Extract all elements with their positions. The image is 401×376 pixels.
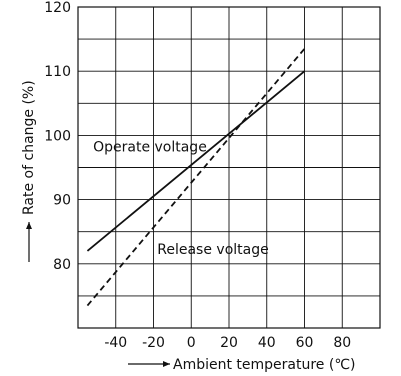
- series-line-operate-voltage: [86, 70, 306, 252]
- y-tick-label: 80: [53, 257, 71, 273]
- y-tick-label: 90: [53, 193, 71, 209]
- x-tick-label: 0: [187, 335, 196, 351]
- x-tick-labels: -40 -20 0 20 40 60 80: [104, 335, 351, 351]
- y-tick-label: 110: [44, 64, 71, 80]
- x-tick-label: -20: [142, 335, 165, 351]
- x-tick-label: 40: [258, 335, 276, 351]
- x-tick-label: 20: [220, 335, 238, 351]
- x-tick-label: 60: [296, 335, 314, 351]
- annotation-label: Operate voltage: [93, 139, 207, 155]
- annotation-label: Release voltage: [157, 242, 268, 258]
- series-line-release-voltage: [86, 48, 306, 307]
- plot-frame: [77, 6, 381, 329]
- y-tick-label: 100: [44, 128, 71, 144]
- annotation-layer: Operate voltage Release voltage: [93, 139, 269, 258]
- y-tick-labels: 80 90 100 110 120: [44, 0, 71, 273]
- x-axis-title: Ambient temperature (℃): [173, 357, 356, 373]
- x-tick-label: 80: [333, 335, 351, 351]
- y-axis-title: Rate of change (%): [21, 80, 37, 215]
- y-tick-label: 120: [44, 0, 71, 16]
- x-tick-label: -40: [104, 335, 127, 351]
- series-layer: [86, 48, 306, 307]
- grid-lines: [78, 7, 380, 328]
